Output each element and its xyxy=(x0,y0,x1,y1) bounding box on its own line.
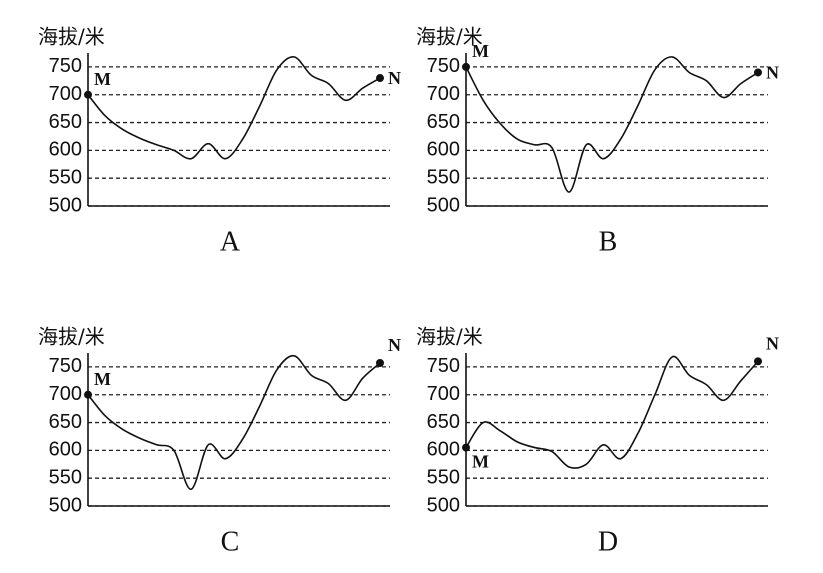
point-label: N xyxy=(388,335,401,355)
chart-label: C xyxy=(221,526,240,557)
y-axis-title: 海拔/米 xyxy=(38,25,105,49)
start-point xyxy=(462,62,470,71)
y-tick-label: 550 xyxy=(427,466,460,488)
point-label: M xyxy=(472,452,489,472)
y-tick-label: 700 xyxy=(49,83,82,105)
y-tick-label: 500 xyxy=(427,494,460,516)
y-tick-label: 500 xyxy=(49,494,82,516)
point-label: N xyxy=(766,333,779,353)
y-tick-label: 700 xyxy=(427,83,460,105)
point-label: M xyxy=(94,369,111,389)
y-tick-label: 600 xyxy=(49,139,82,161)
y-tick-label: 750 xyxy=(427,55,460,77)
chart-label: B xyxy=(599,226,618,257)
y-tick-label: 650 xyxy=(427,411,460,433)
point-label: N xyxy=(766,63,779,83)
y-tick-label: 750 xyxy=(427,355,460,377)
end-point xyxy=(376,74,384,83)
y-tick-label: 650 xyxy=(49,111,82,133)
start-point xyxy=(462,443,470,452)
y-tick-label: 750 xyxy=(49,55,82,77)
start-point xyxy=(84,90,92,99)
point-label: M xyxy=(472,41,489,61)
end-point xyxy=(754,68,762,77)
y-tick-label: 750 xyxy=(49,355,82,377)
chart-label: A xyxy=(220,226,241,257)
y-tick-label: 650 xyxy=(49,411,82,433)
point-label: M xyxy=(94,69,111,89)
profile-line xyxy=(465,56,759,193)
y-tick-label: 600 xyxy=(49,439,82,461)
y-tick-label: 550 xyxy=(49,466,82,488)
end-point xyxy=(376,359,384,368)
y-axis-title: 海拔/米 xyxy=(416,25,483,49)
y-tick-label: 550 xyxy=(49,166,82,188)
start-point xyxy=(84,390,92,399)
end-point xyxy=(754,357,762,366)
y-tick-label: 700 xyxy=(49,383,82,405)
point-label: N xyxy=(388,68,401,88)
profile-line xyxy=(465,355,759,469)
chart-label: D xyxy=(598,526,618,557)
y-axis-title: 海拔/米 xyxy=(38,325,105,349)
y-tick-label: 550 xyxy=(427,166,460,188)
y-tick-label: 500 xyxy=(49,194,82,216)
y-axis-title: 海拔/米 xyxy=(416,325,483,349)
y-tick-label: 500 xyxy=(427,194,460,216)
profile-line xyxy=(87,56,381,160)
profile-line xyxy=(87,354,381,491)
y-tick-label: 700 xyxy=(427,383,460,405)
y-tick-label: 600 xyxy=(427,139,460,161)
y-tick-label: 650 xyxy=(427,111,460,133)
y-tick-label: 600 xyxy=(427,439,460,461)
